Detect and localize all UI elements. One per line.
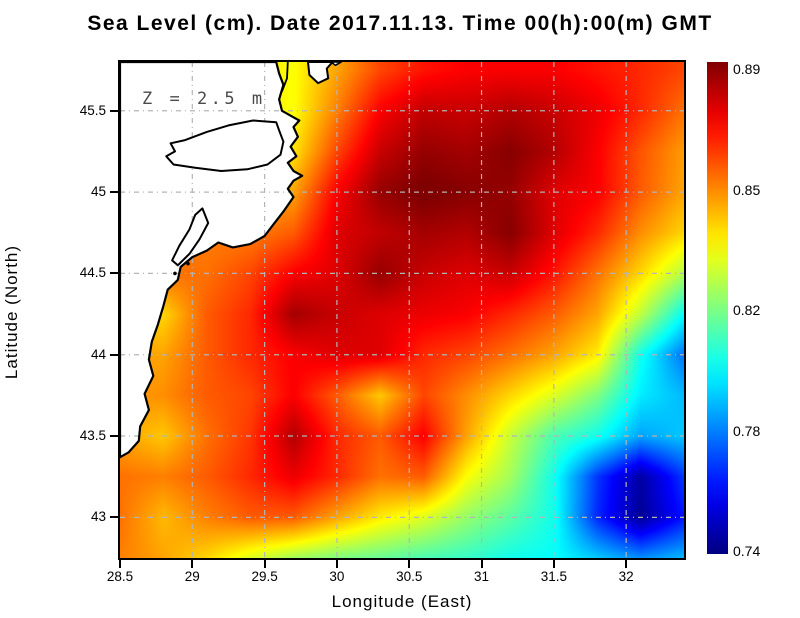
colorbar-tick-label: 0.89 xyxy=(733,61,761,77)
x-tick-label: 31.5 xyxy=(540,569,567,584)
x-tick-mark xyxy=(625,560,628,568)
coastal-islet-dot xyxy=(186,261,190,266)
x-tick-label: 30.5 xyxy=(396,569,423,584)
colorbar-gradient xyxy=(707,62,728,554)
river-line xyxy=(281,62,289,93)
y-tick-label: 45 xyxy=(90,184,106,200)
x-tick-mark xyxy=(552,560,555,568)
y-tick-mark xyxy=(110,191,118,194)
depth-annotation: Z = 2.5 m xyxy=(142,89,266,109)
y-tick-label: 43.5 xyxy=(79,428,106,444)
y-tick-mark xyxy=(110,516,118,519)
y-tick-mark xyxy=(110,435,118,438)
x-tick-mark xyxy=(335,560,338,568)
coastal-islet-dot xyxy=(173,271,177,276)
map-overlay-svg xyxy=(120,62,684,558)
x-tick-label: 29.5 xyxy=(251,569,278,584)
coastline-path xyxy=(120,62,304,459)
x-axis-label: Longitude (East) xyxy=(331,592,473,611)
x-tick-mark xyxy=(119,560,121,568)
x-tick-label: 31 xyxy=(474,569,490,584)
colorbar-tick-label: 0.82 xyxy=(733,302,761,318)
y-tick-label: 44.5 xyxy=(79,265,106,281)
colorbar-tick-label: 0.74 xyxy=(733,543,761,559)
x-tick-mark xyxy=(263,560,266,568)
y-axis-label: Latitude (North) xyxy=(2,244,21,380)
x-tick-label: 30 xyxy=(329,569,345,584)
y-tick-label: 45.5 xyxy=(79,102,106,118)
chart-title: Sea Level (cm). Date 2017.11.13. Time 00… xyxy=(87,12,713,35)
island-outline xyxy=(307,62,334,85)
y-tick-label: 44 xyxy=(90,346,106,362)
x-tick-label: 32 xyxy=(618,569,634,584)
y-tick-mark xyxy=(110,272,118,275)
y-tick-mark xyxy=(110,109,118,112)
plot-area xyxy=(118,60,686,560)
x-tick-mark xyxy=(480,560,483,568)
colorbar-tick-label: 0.85 xyxy=(733,181,761,198)
lagoon-outline xyxy=(165,119,285,172)
colorbar-tick-label: 0.78 xyxy=(733,422,761,439)
x-tick-mark xyxy=(191,560,194,568)
x-tick-label: 29 xyxy=(184,569,200,584)
x-tick-label: 28.5 xyxy=(106,569,134,584)
lagoon-outline xyxy=(171,207,210,267)
y-tick-mark xyxy=(110,353,118,356)
islet-outline xyxy=(330,62,343,67)
island-fill xyxy=(308,62,333,84)
x-tick-mark xyxy=(408,560,411,568)
y-tick-label: 43 xyxy=(90,509,106,525)
